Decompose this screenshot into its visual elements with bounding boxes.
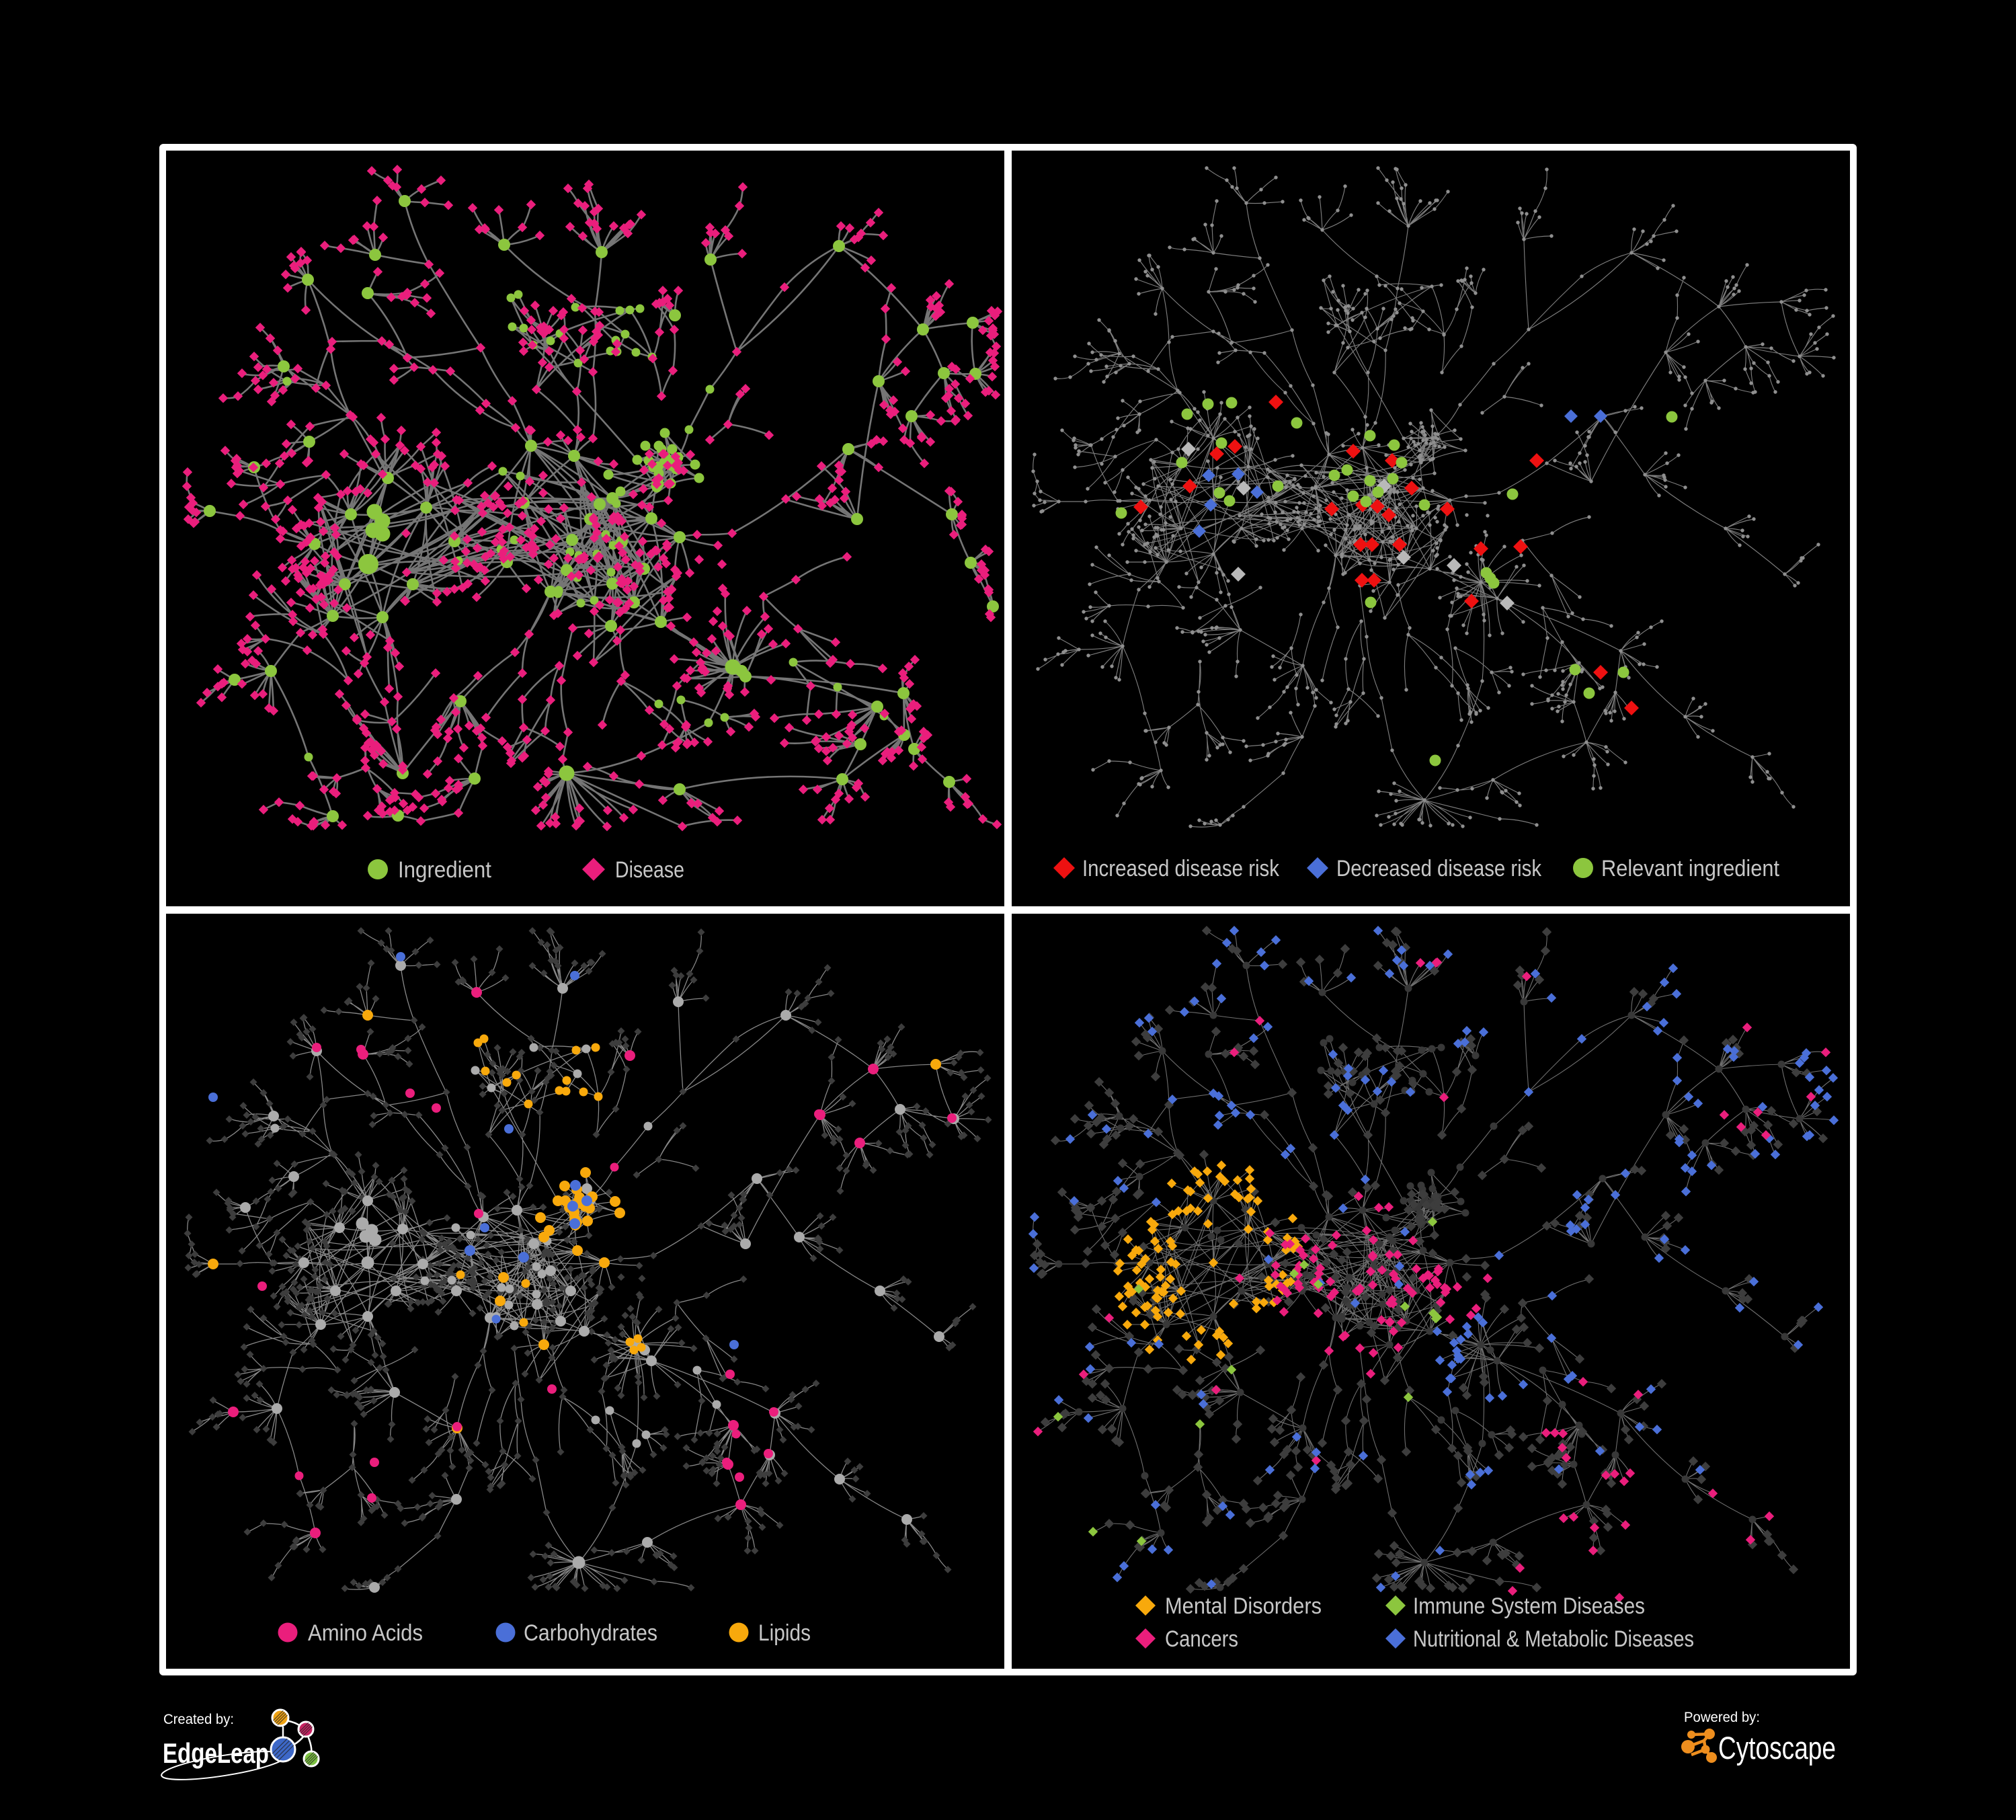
svg-text:Powered by:: Powered by:: [1684, 1710, 1760, 1725]
svg-text:Mental Disorders: Mental Disorders: [1165, 1593, 1322, 1619]
svg-text:Carbohydrates: Carbohydrates: [524, 1620, 657, 1646]
svg-text:Lipids: Lipids: [758, 1620, 811, 1646]
svg-text:Cancers: Cancers: [1165, 1626, 1238, 1652]
svg-text:Cytoscape: Cytoscape: [1718, 1730, 1836, 1766]
svg-text:Disease: Disease: [615, 857, 684, 883]
svg-text:Decreased disease risk: Decreased disease risk: [1336, 856, 1542, 881]
svg-text:Amino Acids: Amino Acids: [308, 1620, 423, 1646]
svg-text:Created by:: Created by:: [163, 1712, 234, 1727]
svg-text:Nutritional & Metabolic Diseas: Nutritional & Metabolic Diseases: [1413, 1626, 1694, 1652]
svg-text:Ingredient: Ingredient: [398, 857, 491, 883]
svg-text:EdgeLeap: EdgeLeap: [163, 1737, 269, 1769]
svg-text:Increased disease risk: Increased disease risk: [1082, 856, 1280, 881]
svg-text:Immune System Diseases: Immune System Diseases: [1413, 1593, 1645, 1619]
svg-text:Relevant ingredient: Relevant ingredient: [1601, 856, 1780, 881]
